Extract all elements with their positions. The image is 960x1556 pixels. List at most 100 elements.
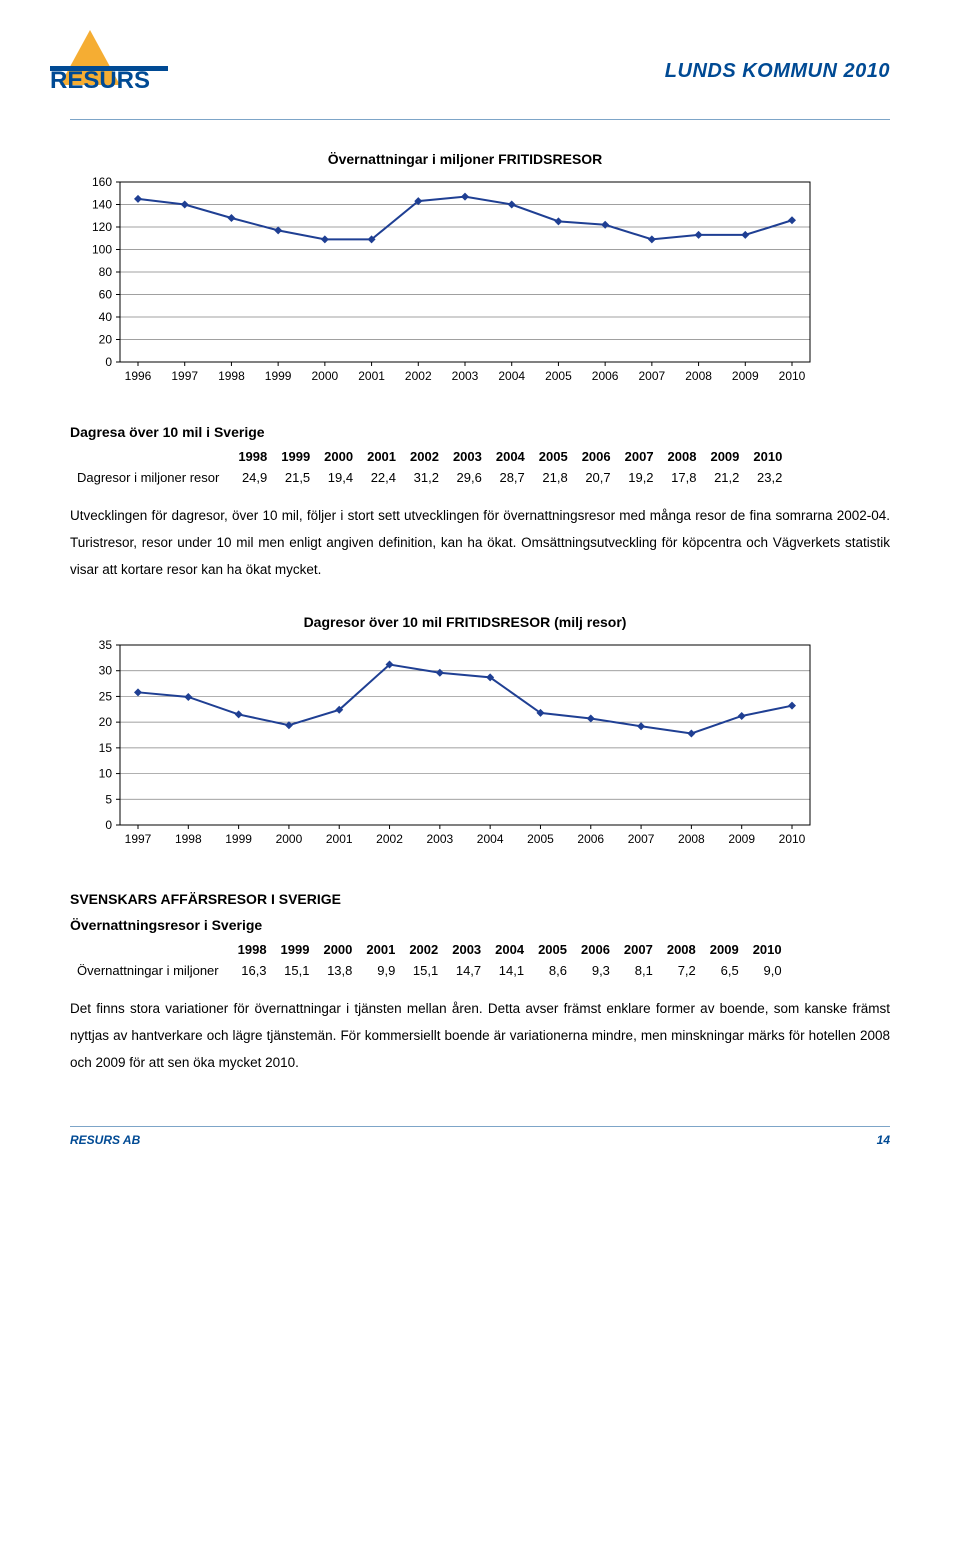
table2-heading: Övernattningsresor i Sverige <box>70 917 890 933</box>
svg-text:2010: 2010 <box>779 832 806 846</box>
chart2: Dagresor över 10 mil FRITIDSRESOR (milj … <box>70 613 890 863</box>
table-cell: 28,7 <box>489 467 532 488</box>
footer-page-number: 14 <box>877 1133 890 1147</box>
table-col-header: 1998 <box>231 939 274 960</box>
logo: RESURS <box>50 30 190 100</box>
table-cell: 15,1 <box>402 960 445 981</box>
table-col-header: 2006 <box>575 446 618 467</box>
table-col-header: 2004 <box>489 446 532 467</box>
table-cell: 24,9 <box>231 467 274 488</box>
section2-heading: SVENSKARS AFFÄRSRESOR I SVERIGE <box>70 891 890 907</box>
table-cell: 29,6 <box>446 467 489 488</box>
table-col-header: 2007 <box>618 446 661 467</box>
svg-text:10: 10 <box>99 767 113 781</box>
svg-text:2002: 2002 <box>405 369 432 383</box>
table-col-header: 2002 <box>403 446 446 467</box>
table-cell: 20,7 <box>575 467 618 488</box>
table-col-header: 2007 <box>617 939 660 960</box>
table-col-header: 2009 <box>703 939 746 960</box>
svg-text:2009: 2009 <box>728 832 755 846</box>
table1: 1998199920002001200220032004200520062007… <box>70 446 789 488</box>
table-cell: 21,8 <box>532 467 575 488</box>
svg-text:2001: 2001 <box>326 832 353 846</box>
table-col-header: 2000 <box>316 939 359 960</box>
svg-text:35: 35 <box>99 638 113 652</box>
svg-text:2008: 2008 <box>685 369 712 383</box>
svg-text:2009: 2009 <box>732 369 759 383</box>
paragraph-1: Utvecklingen för dagresor, över 10 mil, … <box>70 502 890 583</box>
header-title: LUNDS KOMMUN 2010 <box>665 60 890 83</box>
svg-text:2006: 2006 <box>577 832 604 846</box>
table-col-header: 2001 <box>359 939 402 960</box>
page-footer: RESURS AB 14 <box>70 1126 890 1147</box>
svg-text:2007: 2007 <box>639 369 666 383</box>
svg-text:1998: 1998 <box>218 369 245 383</box>
svg-text:1997: 1997 <box>171 369 198 383</box>
table-col-header: 2010 <box>746 939 789 960</box>
svg-text:15: 15 <box>99 741 113 755</box>
table-cell: 15,1 <box>274 960 317 981</box>
paragraph-2: Det finns stora variationer för övernatt… <box>70 995 890 1076</box>
table-col-header: 2002 <box>402 939 445 960</box>
table-col-header: 1999 <box>274 446 317 467</box>
table-cell: 31,2 <box>403 467 446 488</box>
svg-text:2001: 2001 <box>358 369 385 383</box>
table-cell: 21,5 <box>274 467 317 488</box>
svg-text:120: 120 <box>92 220 112 234</box>
svg-text:Dagresor över 10 mil FRITIDSRE: Dagresor över 10 mil FRITIDSRESOR (milj … <box>304 614 627 630</box>
svg-text:2007: 2007 <box>628 832 655 846</box>
svg-text:2002: 2002 <box>376 832 403 846</box>
table-cell: 9,9 <box>359 960 402 981</box>
table-cell: 8,1 <box>617 960 660 981</box>
chart2-container: Dagresor över 10 mil FRITIDSRESOR (milj … <box>70 613 890 863</box>
table-col-header: 2001 <box>360 446 403 467</box>
table-col-header: 1999 <box>274 939 317 960</box>
table-cell: 13,8 <box>316 960 359 981</box>
svg-text:2010: 2010 <box>779 369 806 383</box>
table-col-header: 2008 <box>660 939 703 960</box>
svg-text:30: 30 <box>99 664 113 678</box>
table-col-header: 2005 <box>532 446 575 467</box>
svg-text:0: 0 <box>105 355 112 369</box>
svg-text:160: 160 <box>92 175 112 189</box>
svg-text:2004: 2004 <box>477 832 504 846</box>
svg-text:20: 20 <box>99 715 113 729</box>
page-header: RESURS LUNDS KOMMUN 2010 <box>70 30 890 120</box>
logo-svg: RESURS <box>50 30 190 100</box>
table-cell: 14,7 <box>445 960 488 981</box>
table-col-header: 2003 <box>446 446 489 467</box>
table-row-label: Övernattningar i miljoner <box>70 960 231 981</box>
svg-text:1999: 1999 <box>265 369 292 383</box>
table-cell: 17,8 <box>661 467 704 488</box>
svg-text:1999: 1999 <box>225 832 252 846</box>
svg-text:2008: 2008 <box>678 832 705 846</box>
table-col-header: 2008 <box>661 446 704 467</box>
table-cell: 21,2 <box>703 467 746 488</box>
table-row-label: Dagresor i miljoner resor <box>70 467 231 488</box>
svg-text:2005: 2005 <box>545 369 572 383</box>
table-col-header: 2004 <box>488 939 531 960</box>
table-cell: 9,3 <box>574 960 617 981</box>
page: RESURS LUNDS KOMMUN 2010 Övernattningar … <box>0 0 960 1187</box>
chart1-container: Övernattningar i miljoner FRITIDSRESOR 0 2… <box>70 150 890 400</box>
table-cell: 16,3 <box>231 960 274 981</box>
table-col-header: 2005 <box>531 939 574 960</box>
svg-text:1997: 1997 <box>125 832 152 846</box>
svg-text:2005: 2005 <box>527 832 554 846</box>
svg-text:Övernattningar i miljoner FRIT: Övernattningar i miljoner FRITIDSRESOR <box>328 151 603 167</box>
table-cell: 19,2 <box>618 467 661 488</box>
logo-text: RESURS <box>50 67 150 94</box>
svg-text:2000: 2000 <box>276 832 303 846</box>
table-col-header: 2009 <box>703 446 746 467</box>
svg-text:40: 40 <box>99 310 113 324</box>
table-col-header: 1998 <box>231 446 274 467</box>
svg-text:0: 0 <box>105 818 112 832</box>
table-col-header: 2000 <box>317 446 360 467</box>
chart1: Övernattningar i miljoner FRITIDSRESOR 0 2… <box>70 150 890 400</box>
table-cell: 22,4 <box>360 467 403 488</box>
svg-text:5: 5 <box>105 792 112 806</box>
svg-text:2004: 2004 <box>498 369 525 383</box>
svg-text:60: 60 <box>99 288 113 302</box>
svg-text:100: 100 <box>92 243 112 257</box>
table-cell: 14,1 <box>488 960 531 981</box>
